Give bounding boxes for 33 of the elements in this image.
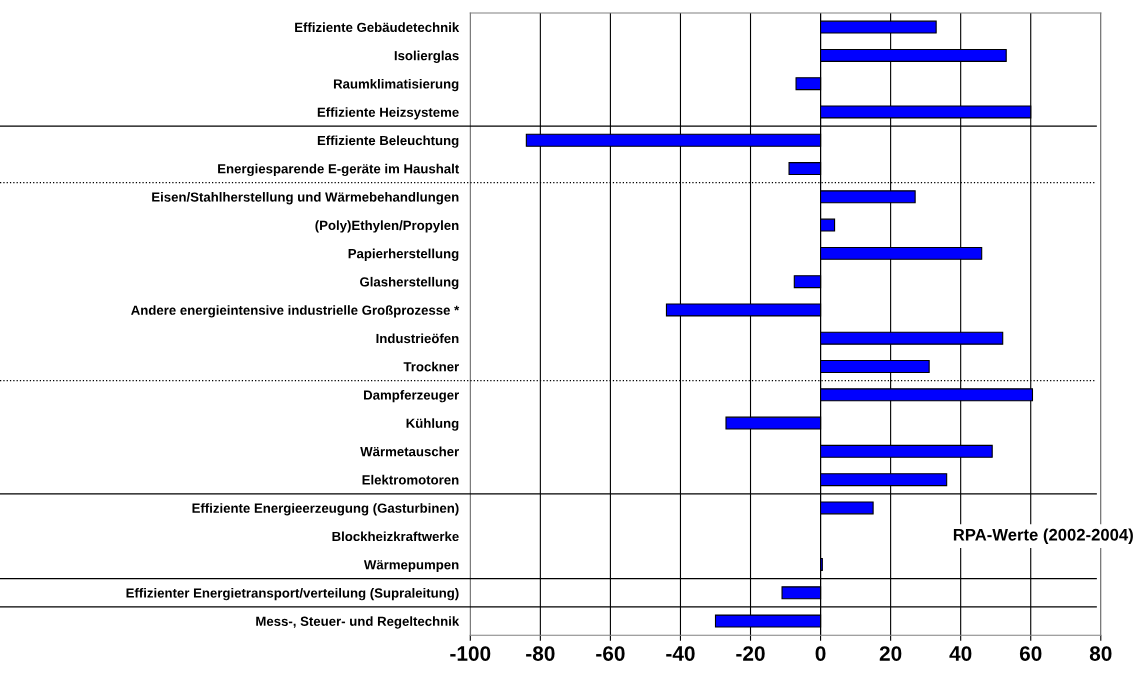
x-tick-label: 20	[879, 646, 902, 661]
y-tick-label: Effiziente Heizsysteme	[317, 107, 459, 120]
x-tick-label: -20	[736, 646, 765, 661]
y-tick-label: (Poly)Ethylen/Propylen	[315, 220, 459, 233]
y-tick-label: Glasherstellung	[360, 276, 459, 290]
y-tick-label: Wärmepumpen	[363, 560, 459, 572]
y-tick-label: Dampferzeuger	[364, 390, 459, 403]
y-tick-label: Energiesparende E-geräte im Haushalt	[218, 163, 460, 177]
x-tick-label: 40	[949, 646, 972, 661]
y-tick-label: Eisen/Stahlherstellung und Wärmebehandlungen	[152, 192, 459, 205]
x-tick-label: 80	[1089, 646, 1112, 661]
y-tick-label: Papierherstellung	[348, 248, 459, 261]
y-tick-label: Mess-, Steuer- und Regeltechnik	[256, 616, 460, 629]
annotation: RPA-Werte (2002-2004)	[953, 528, 1133, 544]
x-tick-label: -60	[596, 646, 625, 661]
x-tick-label: -100	[450, 646, 491, 661]
y-tick-label: Raumklimatisierung	[333, 78, 459, 92]
y-tick-label: Blockheizkraftwerke	[332, 531, 459, 542]
y-tick-label: Isolierglas	[394, 50, 459, 63]
x-tick-label: 60	[1019, 646, 1042, 661]
x-tick-label: -40	[666, 646, 695, 661]
y-tick-label: Trockner	[403, 361, 459, 372]
x-tick-label: -80	[526, 646, 555, 661]
x-tick-label: 0	[815, 646, 826, 661]
y-tick-label: Effiziente Gebäudetechnik	[295, 22, 460, 33]
y-tick-label: Kühlung	[406, 418, 459, 431]
y-tick-label: Effiziente Energieerzeugung (Gasturbinen)	[192, 503, 459, 516]
y-tick-label: Elektromotoren	[362, 474, 459, 485]
y-tick-label: Industrieöfen	[376, 333, 459, 344]
y-tick-label: Effizienter Energietransport/verteilung (Supraleitung)	[126, 587, 459, 601]
y-tick-label: Andere energieintensive industrielle Großprozesse *	[131, 305, 460, 318]
y-tick-label: Effiziente Beleuchtung	[317, 135, 459, 148]
y-tick-label: Wärmetauscher	[360, 446, 459, 457]
